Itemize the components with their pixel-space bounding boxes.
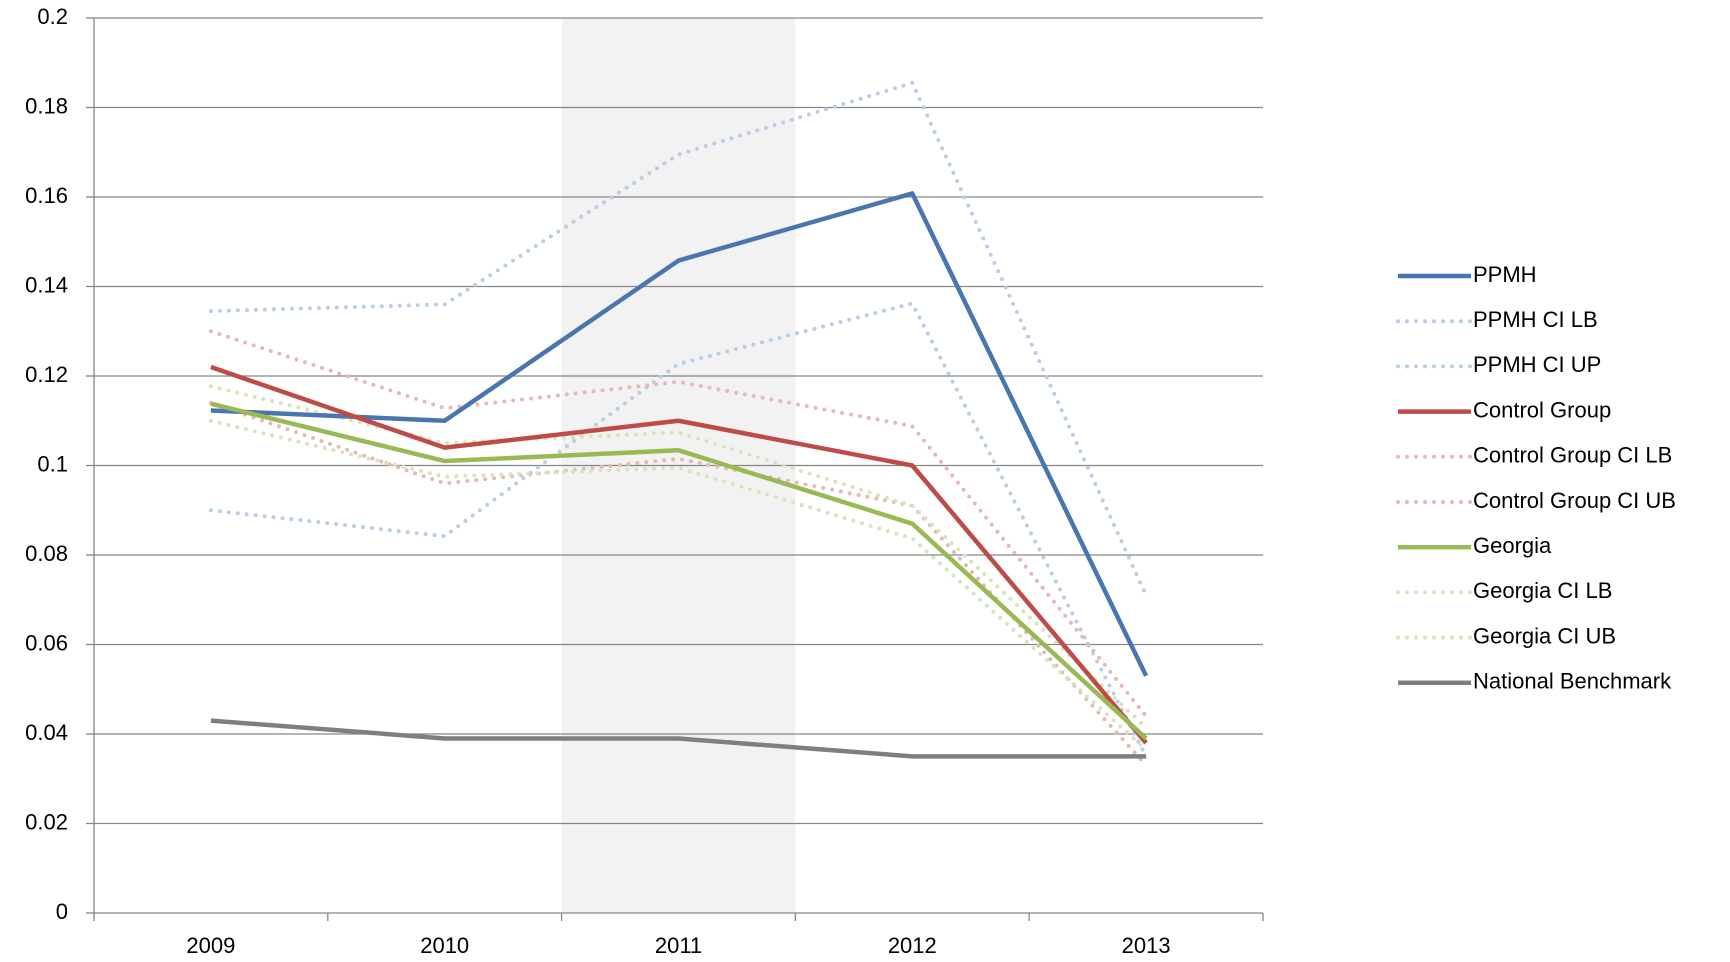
y-tick-label: 0.08 (25, 541, 68, 566)
legend-label: PPMH CI UP (1473, 352, 1601, 377)
series-line (208, 80, 1149, 598)
x-tick-label: 2009 (186, 933, 235, 958)
legend-label: Control Group (1473, 397, 1611, 422)
y-tick-label: 0.06 (25, 630, 68, 655)
y-tick-label: 0.02 (25, 809, 68, 834)
y-tick-label: 0.14 (25, 272, 68, 297)
legend-label: PPMH CI LB (1473, 307, 1598, 332)
series-line (210, 718, 1147, 759)
x-tick-label: 2011 (655, 933, 702, 958)
series-line (210, 191, 1149, 677)
x-tick-label: 2013 (1122, 933, 1171, 958)
y-tick-label: 0 (56, 899, 68, 924)
legend-label: Control Group CI LB (1473, 443, 1672, 468)
y-tick-label: 0.16 (25, 183, 68, 208)
legend-label: Georgia CI LB (1473, 578, 1612, 603)
y-tick-label: 0.1 (37, 451, 68, 476)
legend-label: Georgia (1473, 533, 1552, 558)
series-line (208, 301, 1149, 759)
legend-label: National Benchmark (1473, 669, 1672, 694)
series-line (210, 401, 1148, 741)
x-tick-label: 2010 (420, 933, 469, 958)
series-line (208, 418, 1149, 752)
legend-label: Georgia CI UB (1473, 623, 1616, 648)
y-tick-label: 0.2 (37, 4, 68, 29)
legend-label: PPMH (1473, 262, 1537, 287)
x-tick-label: 2012 (888, 933, 937, 958)
y-tick-label: 0.18 (25, 93, 68, 118)
series-line (208, 384, 1149, 730)
series-line (210, 364, 1148, 745)
legend-label: Control Group CI UB (1473, 488, 1676, 513)
y-tick-label: 0.04 (25, 720, 68, 745)
y-tick-label: 0.12 (25, 362, 68, 387)
